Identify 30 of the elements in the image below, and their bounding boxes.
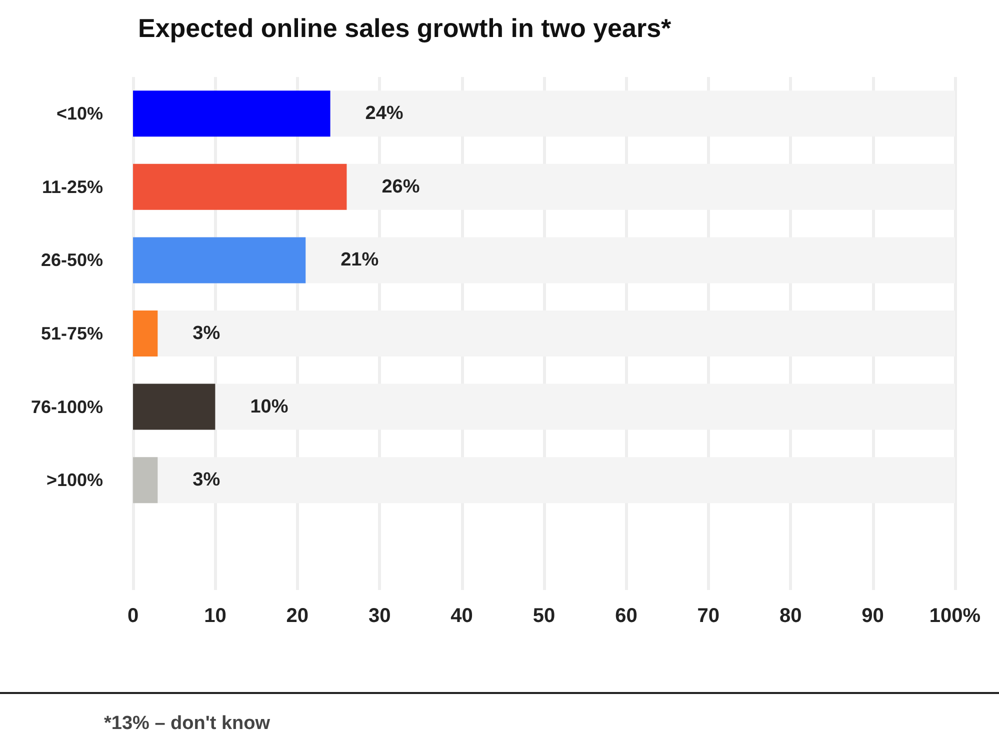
data-label: 26% — [382, 176, 420, 198]
x-tick-label: 80 — [779, 605, 802, 627]
x-tick-label: 50 — [532, 605, 556, 627]
text: *13% – don't know — [104, 713, 270, 735]
x-tick-label: 60 — [615, 605, 638, 627]
x-tick-label: 30 — [368, 605, 391, 627]
x-tick-label: 90 — [862, 605, 884, 627]
x-tick-label: 40 — [450, 605, 473, 627]
y-tick-label: >100% — [46, 470, 103, 490]
y-tick-label: 51-75% — [40, 324, 103, 344]
data-label: 21% — [340, 250, 379, 271]
x-tick-label: 20 — [286, 605, 309, 627]
y-tick-label: <10% — [56, 104, 103, 124]
bar — [133, 237, 306, 284]
x-tick-label: 0 — [127, 605, 139, 627]
x-tick-label: 10 — [204, 605, 226, 627]
y-tick-label: 11-25% — [42, 176, 103, 197]
data-label: 3% — [192, 323, 220, 344]
x-tick-label: 70 — [697, 605, 720, 627]
y-tick-label: 26-50% — [40, 250, 103, 270]
chart-title: Expected online sales growth in two years* — [138, 13, 672, 43]
bar — [133, 90, 330, 137]
bar — [133, 310, 158, 356]
data-label: 24% — [365, 103, 404, 124]
x-tick-label: 100% — [929, 605, 981, 627]
data-label: 10% — [250, 396, 288, 418]
data-label: 3% — [192, 470, 220, 491]
bar — [133, 457, 158, 504]
bar — [133, 384, 216, 430]
y-tick-label: 76-100% — [30, 396, 103, 417]
